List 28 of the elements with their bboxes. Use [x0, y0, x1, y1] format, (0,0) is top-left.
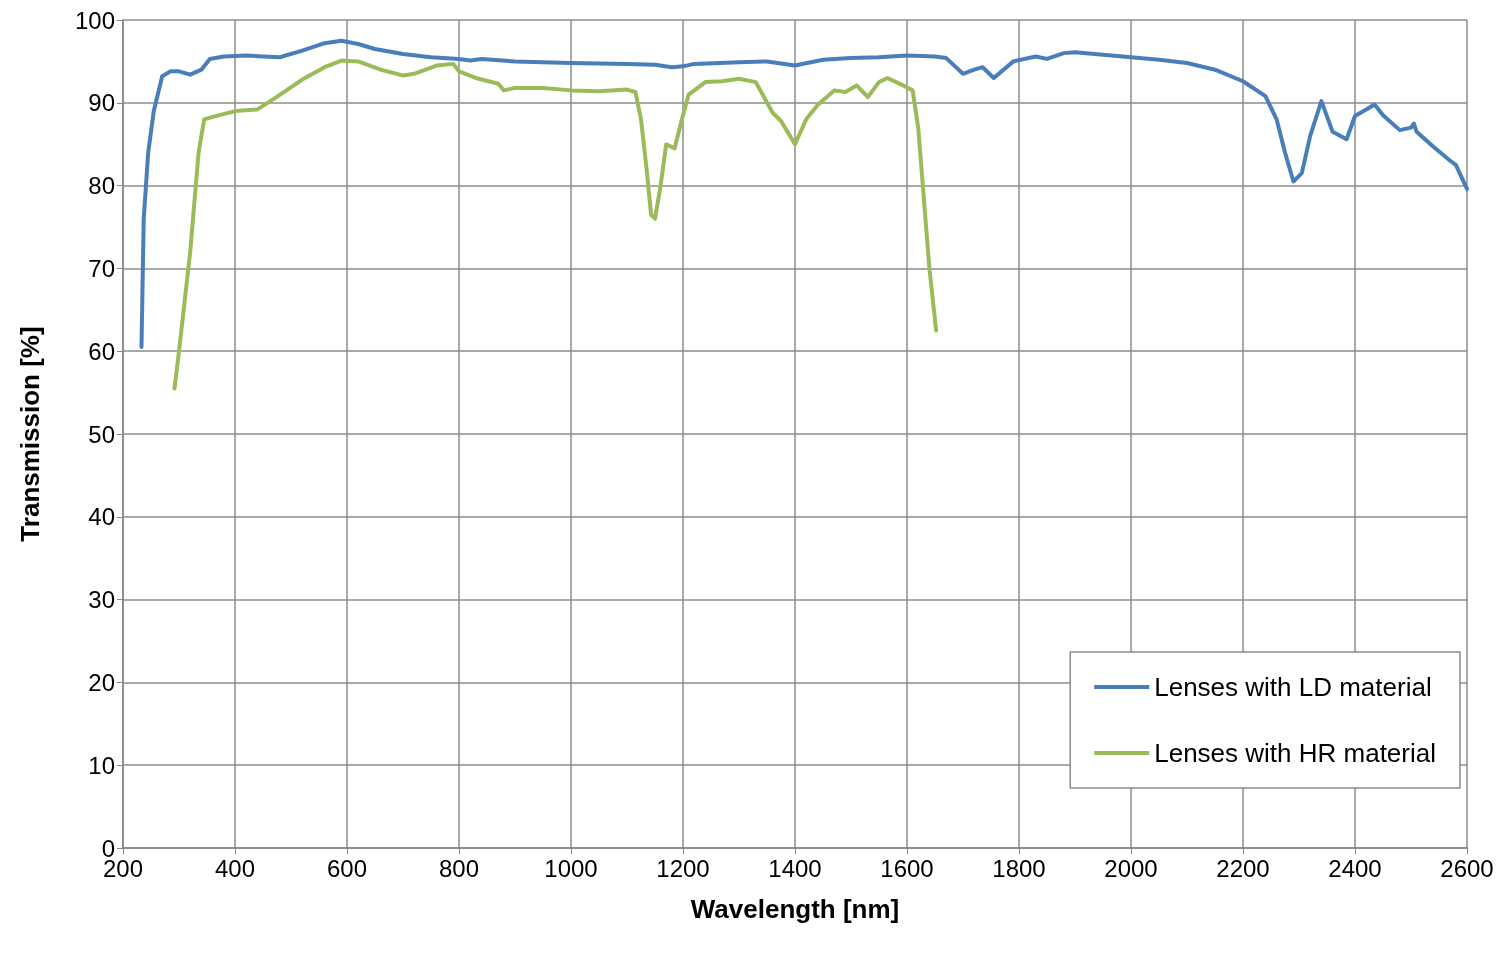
x-tick-label: 1600 — [880, 854, 934, 882]
y-tick-label: 80 — [88, 172, 115, 200]
legend-label: Lenses with HR material — [1154, 738, 1437, 768]
x-tick-label: 2200 — [1216, 854, 1270, 882]
x-tick-label: 2400 — [1328, 854, 1382, 882]
y-tick-label: 100 — [74, 6, 115, 34]
x-axis-title: Wavelength [nm] — [690, 894, 900, 924]
x-tick-label: 2600 — [1440, 854, 1494, 882]
x-tick-label: 1400 — [768, 854, 822, 882]
y-tick-label: 70 — [88, 254, 115, 282]
y-tick-label: 20 — [88, 668, 115, 696]
y-tick-label: 40 — [88, 503, 115, 531]
y-tick-label: 60 — [88, 337, 115, 365]
y-axis-title: Transmission [%] — [15, 326, 45, 542]
x-tick-label: 2000 — [1104, 854, 1158, 882]
legend-label: Lenses with LD material — [1154, 672, 1432, 702]
x-tick-label: 1200 — [656, 854, 710, 882]
x-tick-label: 1800 — [992, 854, 1046, 882]
x-tick-label: 1000 — [544, 854, 598, 882]
y-tick-label: 90 — [88, 89, 115, 117]
y-tick-label: 50 — [88, 420, 115, 448]
x-tick-label: 800 — [438, 854, 480, 882]
x-tick-label: 600 — [326, 854, 368, 882]
line-series — [139, 38, 1469, 350]
y-tick-label: 10 — [88, 751, 115, 779]
x-tick-label: 400 — [214, 854, 256, 882]
y-tick-label: 30 — [88, 586, 115, 614]
line-series — [172, 58, 939, 391]
